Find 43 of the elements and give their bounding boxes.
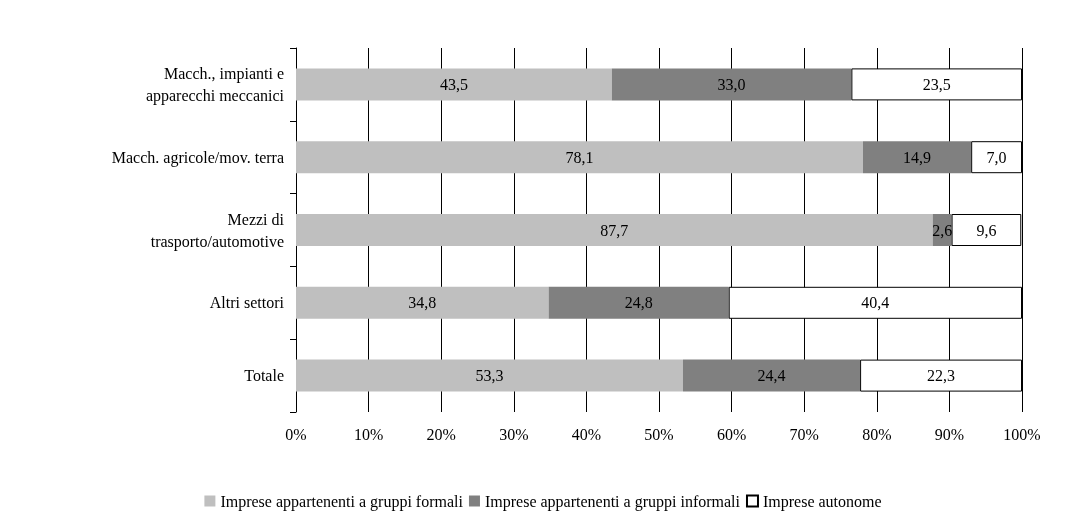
x-tick-label: 10% [353,425,384,443]
x-tick-label: 20% [426,425,456,443]
data-label: 24,4 [757,367,786,385]
data-label: 40,4 [861,294,890,312]
y-tick-label: Mezzi di trasporto/automotive [150,210,285,251]
data-label: 14,9 [903,148,932,166]
data-label: 34,8 [408,294,437,312]
data-label: 24,8 [624,294,653,312]
x-tick-label: 60% [716,425,747,443]
y-tick-label: Altri settori [209,294,285,312]
y-tick-label: Macch. agricole/mov. terra [111,148,284,167]
y-tick-label: Macch., impianti e apparecchi meccanici [145,64,285,105]
data-label: 22,3 [927,367,956,385]
bar [296,68,612,101]
legend-label: Imprese autonome [762,492,882,511]
x-tick-label: 40% [571,425,602,443]
data-label: 7,0 [986,148,1007,166]
x-tick-label: 100% [1003,425,1041,443]
data-label: 2,6 [932,221,953,239]
x-tick-label: 50% [644,425,674,443]
data-label: 53,3 [475,367,504,385]
bar [682,359,861,392]
data-label: 33,0 [717,75,746,93]
x-tick-label: 90% [934,425,965,443]
bar [863,141,972,174]
x-tick-label: 80% [862,425,892,443]
data-label: 43,5 [439,75,468,93]
x-tick-label: 0% [285,425,307,443]
x-tick-label: 30% [499,425,529,443]
data-label: 9,6 [976,221,997,239]
bar [296,286,549,319]
x-tick-label: 70% [789,425,819,443]
bar [611,68,852,101]
bar [296,141,864,174]
data-label: 87,7 [600,221,629,239]
bar [548,286,729,319]
bar [296,214,933,246]
data-label: 23,5 [922,75,951,93]
legend-label: Imprese appartenenti a gruppi formali [220,492,464,511]
y-tick-label: Totale [244,367,284,385]
legend-label: Imprese appartenenti a gruppi informali [484,492,741,511]
bar [296,359,683,392]
data-label: 78,1 [565,148,594,166]
